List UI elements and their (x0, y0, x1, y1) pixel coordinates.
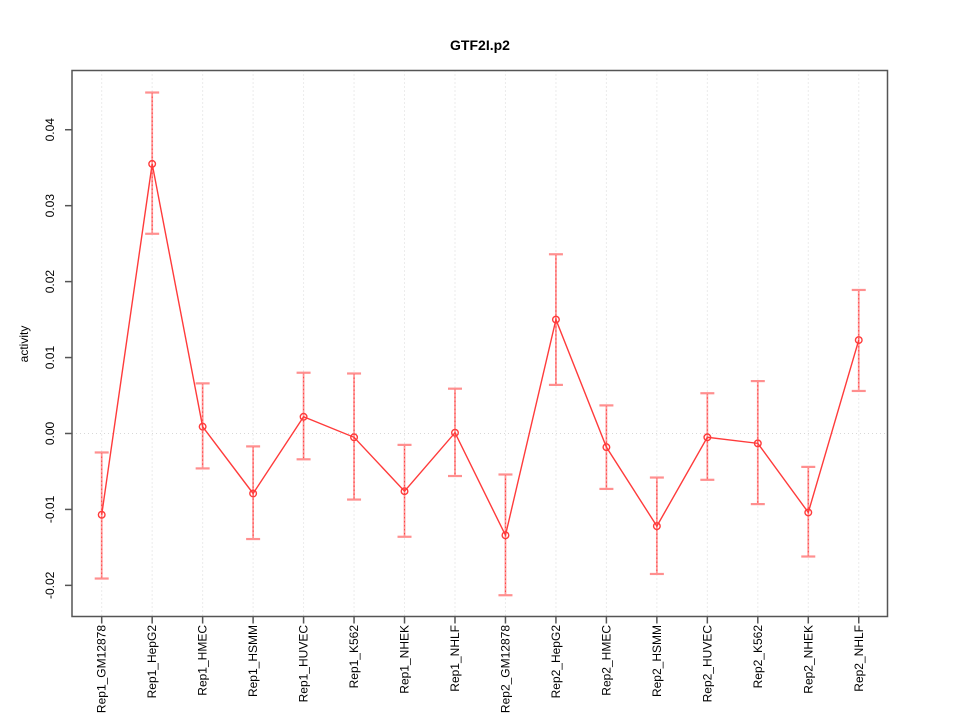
x-tick-labels: Rep1_GM12878 Rep1_HepG2 Rep1_HMEC Rep1_HSMM… (95, 625, 866, 713)
y-tick-label: -0.02 (43, 571, 57, 599)
x-tick-label: Rep2_HepG2 (549, 625, 563, 699)
data-point-marker (854, 336, 863, 345)
x-tick-label: Rep2_HSMM (650, 625, 664, 697)
x-tick-label: Rep1_GM12878 (95, 625, 109, 713)
y-tick-labels: 0.04 0.03 0.02 0.01 0.00 -0.01 -0.02 (43, 118, 57, 599)
y-tick-label: 0.01 (43, 346, 57, 370)
data-point-marker (97, 510, 106, 519)
plot-box (71, 69, 889, 618)
x-tick-label: Rep1_K562 (347, 625, 361, 689)
series-polyline (101, 163, 860, 538)
x-tick-label: Rep2_K562 (751, 625, 765, 689)
data-point-marker (602, 443, 611, 452)
data-point-marker (299, 412, 308, 421)
x-tick-label: Rep1_NHLF (448, 625, 462, 692)
data-point-marker (148, 159, 157, 168)
x-tick-label: Rep2_NHLF (852, 625, 866, 692)
axes-and-ticks (65, 69, 889, 624)
y-axis-label: activity (17, 326, 31, 363)
data-point-marker (501, 531, 510, 540)
data-point-marker (804, 508, 813, 517)
x-tick-label: Rep2_GM12878 (498, 625, 512, 713)
data-point-marker (198, 422, 207, 431)
x-tick-label: Rep2_HUVEC (700, 625, 714, 703)
gridlines (72, 70, 888, 617)
y-tick-label: -0.01 (43, 495, 57, 523)
y-tick-label: 0.04 (43, 118, 57, 142)
data-point-marker (400, 487, 409, 496)
y-tick-label: 0.03 (43, 194, 57, 218)
x-tick-label: Rep1_HSMM (246, 625, 260, 697)
x-tick-label: Rep2_NHEK (801, 625, 815, 694)
chart-title: GTF2I.p2 (450, 37, 510, 53)
data-point-marker (350, 433, 359, 442)
x-tick-label: Rep1_HepG2 (145, 625, 159, 699)
series-line (101, 163, 860, 538)
data-point-marker (450, 428, 459, 437)
y-tick-label: 0.00 (43, 421, 57, 445)
data-point-marker (753, 439, 762, 448)
x-tick-label: Rep2_HMEC (599, 625, 613, 696)
y-tick-label: 0.02 (43, 270, 57, 294)
error-bars (94, 91, 866, 597)
data-point-marker (703, 433, 712, 442)
x-tick-label: Rep1_HMEC (196, 625, 210, 696)
x-tick-label: Rep1_HUVEC (297, 625, 311, 703)
data-point-marker (551, 315, 560, 324)
data-point-marker (249, 489, 258, 498)
data-point-marker (652, 522, 661, 531)
x-tick-label: Rep1_NHEK (398, 625, 412, 694)
data-points (97, 159, 863, 540)
